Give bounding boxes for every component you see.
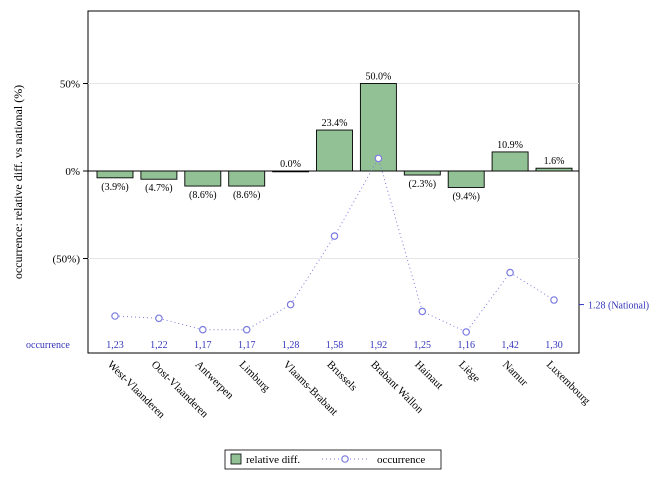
occurrence-point <box>155 314 163 323</box>
occurrence-point <box>199 325 207 334</box>
x-tick-label: Brussels <box>324 359 359 394</box>
bar-data-label: 23.4% <box>322 118 348 129</box>
occurrence-point <box>418 307 427 316</box>
bar <box>535 167 573 172</box>
occurrence-value: 1,25 <box>414 340 432 351</box>
occurrence-point <box>550 296 558 304</box>
occurrence-series <box>111 154 558 336</box>
occurrence-point <box>242 325 251 334</box>
bar-data-label: (4.7%) <box>145 183 173 194</box>
legend: relative diff. occurrence <box>224 449 442 470</box>
y-axis-label: occurrence: relative diff. vs national (… <box>11 85 25 279</box>
legend-bar-label: relative diff. <box>246 454 300 466</box>
national-label: 1.28 (National) <box>588 301 649 312</box>
bar <box>96 170 134 179</box>
occurrence-values: 1,23 1,22 1,17 1,17 1,28 1,58 1,92 1,25 1,16 1,42… <box>106 340 563 351</box>
occurrence-point <box>374 154 383 163</box>
occurrence-value: 1,17 <box>194 340 212 351</box>
occurrence-line <box>114 157 555 333</box>
legend-bar-swatch <box>230 453 242 465</box>
x-tick-label: Hainaut <box>412 359 445 392</box>
occurrence-value: 1,17 <box>238 340 256 351</box>
y-tick-label: 50% <box>60 79 80 91</box>
bar-data-label: 0.0% <box>280 159 301 170</box>
occurrence-value: 1,30 <box>545 340 563 351</box>
y-tick-label: 0% <box>65 166 80 178</box>
y-ticks: 50% 0% (50%) <box>53 79 88 266</box>
bar-data-label: (3.9%) <box>101 182 129 193</box>
occurrence-point <box>286 300 295 309</box>
bar <box>272 170 310 173</box>
occurrence-value: 1,42 <box>501 340 519 351</box>
bar <box>491 151 529 172</box>
legend-line-marker <box>341 455 349 463</box>
bar-data-label: (8.6%) <box>233 190 261 201</box>
occurrence-point <box>462 328 471 336</box>
occurrence-value: 1,28 <box>282 340 300 351</box>
legend-frame <box>224 449 442 470</box>
occurrence-value: 1,92 <box>370 340 388 351</box>
bar-data-label: (8.6%) <box>189 190 217 201</box>
bar <box>140 170 178 180</box>
bar-data-label: (2.3%) <box>409 179 437 190</box>
occurrence-value: 1,22 <box>150 340 168 351</box>
x-tick-label: Antwerpen <box>193 359 236 402</box>
x-tick-label: Limburg <box>237 359 273 395</box>
bar-data-label: (9.4%) <box>452 191 480 202</box>
bar <box>403 170 441 176</box>
bar-series <box>96 83 573 188</box>
x-tick-label: Liège <box>456 359 482 385</box>
bar-data-labels: (3.9%) (4.7%) (8.6%) (8.6%) 0.0% 23.4% 50.0% (2… <box>101 72 564 203</box>
legend-line-label: occurrence <box>377 454 425 466</box>
occurrence-value: 1,16 <box>457 340 475 351</box>
occurrence-point <box>330 232 339 240</box>
bar <box>316 129 353 172</box>
bar <box>447 170 485 188</box>
bar-data-label: 50.0% <box>365 72 391 83</box>
bar-data-label: 1.6% <box>544 156 565 167</box>
bar-data-label: 10.9% <box>497 140 523 151</box>
x-tick-label: Luxembourg <box>544 359 593 408</box>
occurrence-point <box>506 268 514 277</box>
bar <box>184 170 222 187</box>
plot-frame <box>87 10 580 354</box>
bar <box>228 170 266 187</box>
occurrence-value: 1,58 <box>326 340 344 351</box>
occurrence-row-label: occurrence <box>26 340 70 351</box>
y-tick-label: (50%) <box>53 254 81 266</box>
x-tick-label: Namur <box>500 359 530 389</box>
occurrence-point <box>111 312 119 320</box>
occurrence-value: 1,23 <box>106 340 124 351</box>
